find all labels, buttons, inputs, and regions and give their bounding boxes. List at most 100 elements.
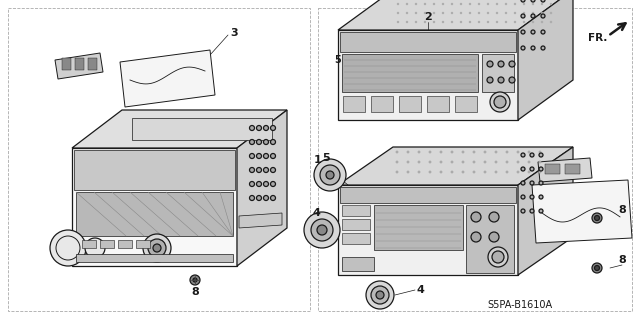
Circle shape [528,171,530,173]
Circle shape [469,21,471,23]
Circle shape [484,151,486,153]
Circle shape [539,153,543,157]
Circle shape [271,139,275,145]
Circle shape [539,151,541,153]
Circle shape [496,12,498,14]
Circle shape [429,171,431,173]
Circle shape [407,151,409,153]
Circle shape [539,209,543,213]
Circle shape [494,96,506,108]
Circle shape [440,161,442,163]
Text: 4: 4 [416,285,424,295]
Circle shape [376,291,384,299]
Bar [75,58,84,70]
Circle shape [473,171,475,173]
Circle shape [595,216,600,220]
Circle shape [326,171,334,179]
Polygon shape [72,110,287,148]
Bar [399,96,421,112]
Circle shape [521,209,525,213]
Circle shape [539,195,543,199]
Bar [427,96,449,112]
Bar [343,96,365,112]
Circle shape [418,171,420,173]
Circle shape [487,77,493,83]
Bar [342,205,370,216]
Polygon shape [340,187,516,203]
Circle shape [531,46,535,50]
Text: 3: 3 [230,28,238,38]
Circle shape [521,153,525,157]
Polygon shape [74,150,235,190]
Circle shape [509,61,515,67]
Circle shape [521,14,525,18]
Circle shape [484,161,486,163]
Circle shape [488,247,508,267]
Circle shape [531,0,535,2]
Circle shape [407,161,409,163]
Polygon shape [237,110,287,266]
Polygon shape [338,147,573,185]
Circle shape [406,3,408,5]
Circle shape [506,171,508,173]
Circle shape [460,12,462,14]
Circle shape [530,153,534,157]
Bar [88,58,97,70]
Circle shape [451,171,453,173]
Circle shape [418,161,420,163]
Circle shape [415,12,417,14]
Circle shape [530,195,534,199]
Circle shape [264,167,269,173]
Circle shape [271,125,275,130]
Polygon shape [538,158,592,182]
Circle shape [517,161,519,163]
Circle shape [366,281,394,309]
Circle shape [541,46,545,50]
Circle shape [530,167,534,171]
Circle shape [396,151,398,153]
Circle shape [541,21,543,23]
Circle shape [532,3,534,5]
Circle shape [517,171,519,173]
Circle shape [471,232,481,242]
Text: 8: 8 [618,255,626,265]
Circle shape [250,125,255,130]
Circle shape [489,212,499,222]
Circle shape [532,21,534,23]
Bar [455,96,477,112]
Circle shape [50,230,86,266]
Circle shape [407,171,409,173]
Circle shape [442,3,444,5]
Text: FR.: FR. [588,33,608,43]
Circle shape [153,244,161,252]
Circle shape [592,213,602,223]
Circle shape [528,161,530,163]
Bar [82,240,96,248]
Polygon shape [342,54,478,92]
Circle shape [492,251,504,263]
Circle shape [487,61,493,67]
Circle shape [532,12,534,14]
Circle shape [406,12,408,14]
Circle shape [424,21,426,23]
Circle shape [250,139,255,145]
Bar [62,58,71,70]
Circle shape [415,21,417,23]
Circle shape [469,12,471,14]
Circle shape [514,12,516,14]
Circle shape [521,30,525,34]
Circle shape [264,139,269,145]
Bar [342,219,370,230]
Circle shape [440,151,442,153]
Circle shape [397,21,399,23]
Circle shape [487,3,489,5]
Circle shape [521,46,525,50]
Circle shape [451,3,453,5]
Circle shape [433,3,435,5]
Circle shape [257,153,262,159]
Circle shape [317,225,327,235]
Circle shape [250,167,255,173]
Polygon shape [374,205,463,250]
Bar [118,240,132,248]
Circle shape [521,195,525,199]
